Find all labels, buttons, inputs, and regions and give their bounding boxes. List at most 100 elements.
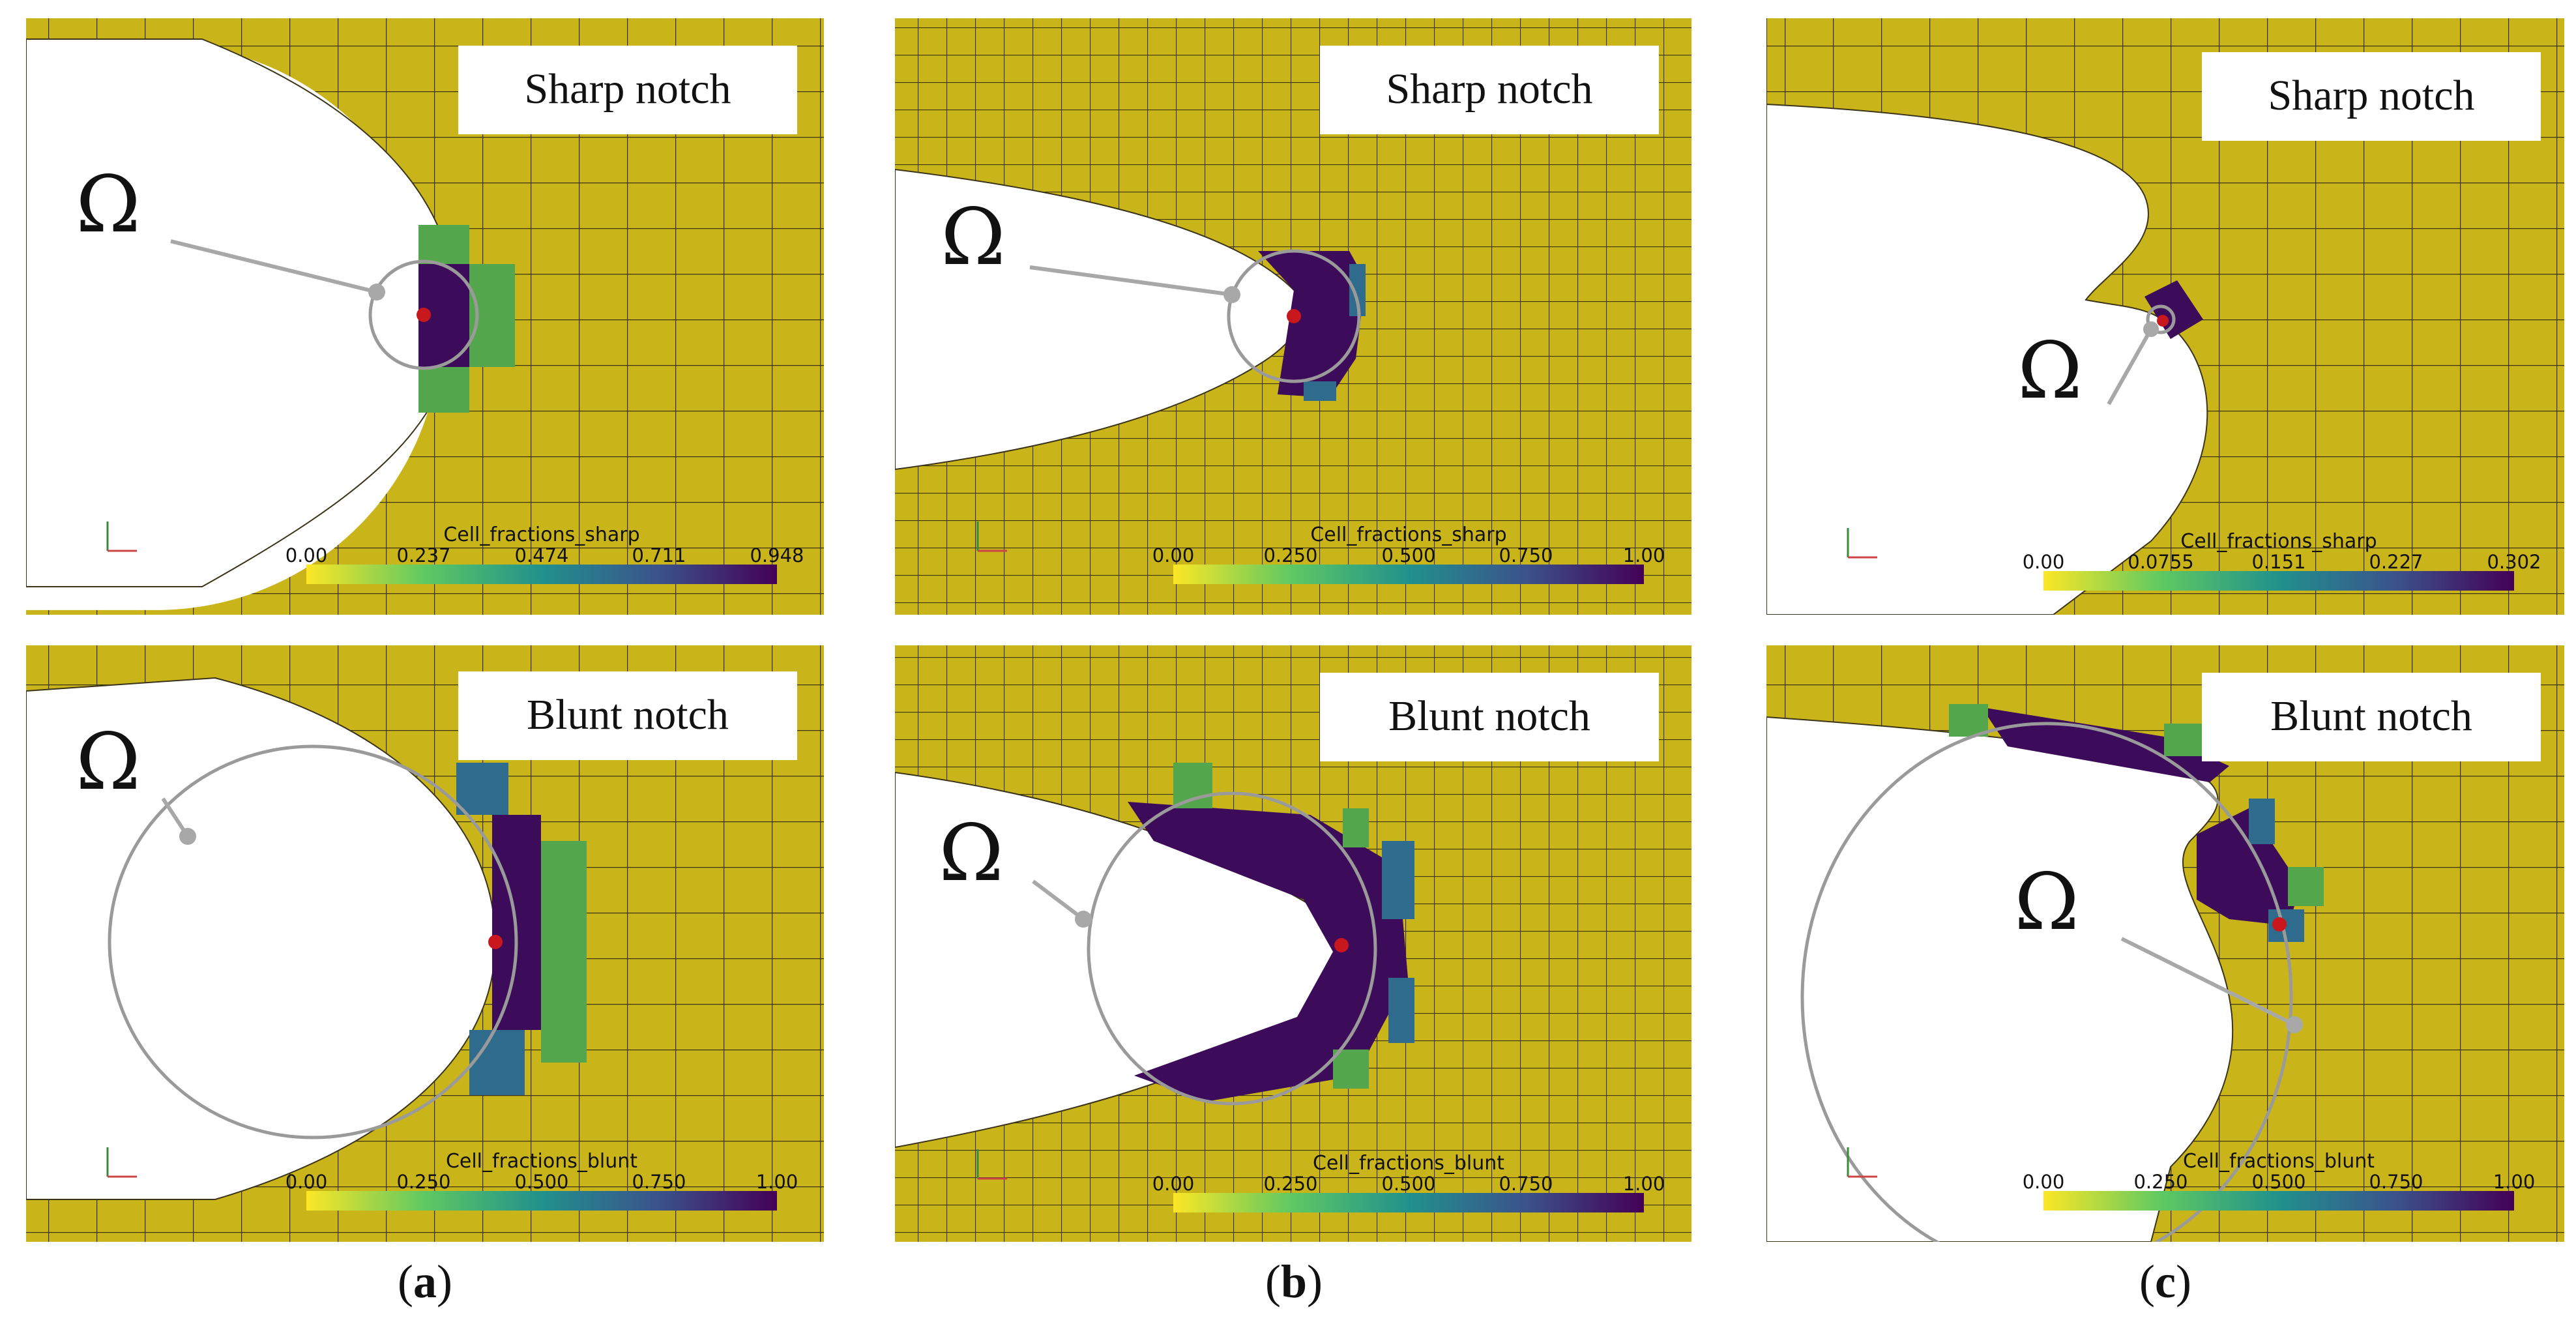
colorbar-tick: 0.250: [2133, 1171, 2188, 1193]
title-box: [458, 671, 797, 760]
cell-mid: [1382, 841, 1414, 919]
omega-anchor: [2286, 1016, 2303, 1033]
cell-mid: [469, 1030, 525, 1095]
colorbar-tick: 0.250: [1263, 1173, 1317, 1195]
omega-anchor: [179, 828, 196, 845]
colorbar-b-sharp: Cell_fractions_sharp 0.00 0.250 0.500 0.…: [1152, 523, 1665, 584]
title-box: [1320, 673, 1659, 761]
colorbar-tick: 0.474: [514, 544, 568, 566]
notch-tip-marker: [1287, 309, 1301, 323]
cell-low: [2288, 867, 2324, 906]
omega-circle: [1227, 249, 1361, 383]
colorbar-tick: 0.500: [1381, 1173, 1435, 1195]
colorbar-label: Cell_fractions_sharp: [2180, 530, 2377, 553]
panel-title: Sharp notch: [524, 65, 731, 113]
colorbar-gradient: [1173, 565, 1644, 584]
colorbar-gradient: [1173, 1193, 1644, 1212]
colorbar-tick: 0.237: [396, 544, 450, 566]
colorbar-gradient: [306, 565, 777, 584]
omega-anchor: [2143, 321, 2159, 337]
omega-symbol: Ω: [939, 808, 1004, 899]
panel-title: Blunt notch: [527, 691, 729, 739]
omega-anchor: [1223, 286, 1240, 303]
cell-mid: [1388, 978, 1414, 1043]
panel-title: Sharp notch: [1386, 65, 1592, 113]
colorbar-tick: 0.500: [1381, 544, 1435, 566]
cell-low: [1173, 763, 1212, 808]
cell-low: [2164, 724, 2203, 756]
colorbar-gradient: [306, 1191, 777, 1211]
omega-circle: [1800, 722, 2293, 1242]
cell-low: [418, 367, 469, 413]
colorbar-gradient: [2043, 1191, 2514, 1211]
colorbar-label: Cell_fractions_blunt: [2183, 1150, 2375, 1173]
title-box: [2202, 52, 2541, 141]
omega-symbol: Ω: [941, 192, 1006, 283]
cell-full: [1128, 802, 1408, 1102]
colorbar-tick: 1.00: [1623, 1173, 1665, 1195]
omega-symbol: Ω: [2017, 326, 2083, 417]
omega-leader: [2107, 328, 2153, 405]
colorbar-tick: 0.948: [750, 544, 804, 566]
panel-title: Sharp notch: [2268, 72, 2474, 119]
colorbar-tick: 0.00: [1152, 544, 1195, 566]
colorbar-tick: 0.00: [2023, 1171, 2065, 1193]
colorbar-tick: 1.00: [1623, 544, 1665, 566]
notch-tip-marker: [488, 935, 503, 949]
colorbar-tick: 0.250: [396, 1171, 450, 1193]
omega-symbol: Ω: [2014, 857, 2079, 948]
cell-low: [541, 841, 587, 1063]
colorbar-tick: 0.711: [632, 544, 686, 566]
colorbar-label: Cell_fractions_blunt: [1313, 1152, 1504, 1175]
omega-symbol: Ω: [76, 717, 141, 808]
colorbar-tick: 0.500: [2251, 1171, 2305, 1193]
colorbar-tick: 0.00: [285, 1171, 328, 1193]
colorbar-label: Cell_fractions_sharp: [443, 523, 639, 546]
title-box: [2202, 673, 2541, 761]
omega-anchor: [1075, 911, 1092, 928]
omega-circle: [2146, 304, 2176, 334]
notch-tip-marker: [2157, 315, 2169, 327]
panel-title: Blunt notch: [2270, 692, 2472, 740]
colorbar-tick: 0.750: [1499, 544, 1553, 566]
cell-low: [418, 225, 469, 264]
colorbar-tick: 1.00: [756, 1171, 798, 1193]
omega-leader: [1029, 265, 1233, 297]
caption-c: (c): [2139, 1256, 2191, 1308]
notch-tip-marker: [1334, 938, 1349, 952]
caption-a: (a): [398, 1256, 452, 1308]
notch-hole: [1766, 716, 2234, 1242]
colorbar-tick: 0.500: [514, 1171, 568, 1193]
colorbar-label: Cell_fractions_blunt: [446, 1150, 637, 1173]
omega-anchor: [368, 284, 385, 301]
panel-a-blunt: [26, 645, 824, 1242]
colorbar-a-blunt: Cell_fractions_blunt 0.00 0.250 0.500 0.…: [285, 1150, 798, 1211]
omega-circle: [1087, 791, 1377, 1106]
colorbar-c-sharp: Cell_fractions_sharp 0.00 0.0755 0.151 0…: [2023, 530, 2541, 591]
notch-tip-marker: [2272, 917, 2287, 932]
title-box: [458, 46, 797, 134]
panel-title: Blunt notch: [1388, 692, 1590, 740]
colorbar-c-blunt: Cell_fractions_blunt 0.00 0.250 0.500 0.…: [2023, 1150, 2536, 1211]
caption-b: (b): [1265, 1256, 1323, 1308]
colorbar-tick: 0.00: [2023, 551, 2065, 573]
colorbar-gradient: [2043, 571, 2514, 591]
omega-leader: [2120, 937, 2296, 1027]
cell-full: [1258, 251, 1366, 398]
colorbar-a-sharp: Cell_fractions_sharp 0.00 0.237 0.474 0.…: [285, 523, 804, 584]
notch-tip-marker: [417, 308, 431, 322]
colorbar-tick: 0.250: [1263, 544, 1317, 566]
omega-circle: [368, 259, 479, 370]
omega-leader: [1032, 879, 1085, 921]
colorbar-tick: 0.00: [1152, 1173, 1195, 1195]
colorbar-label: Cell_fractions_sharp: [1310, 523, 1506, 546]
colorbar-tick: 1.00: [2493, 1171, 2536, 1193]
colorbar-tick: 0.302: [2487, 551, 2541, 573]
title-box: [1320, 46, 1659, 134]
cell-mid: [2249, 799, 2275, 844]
omega-circle: [108, 744, 518, 1139]
cell-low: [1949, 704, 1988, 737]
colorbar-b-blunt: Cell_fractions_blunt 0.00 0.250 0.500 0.…: [1152, 1152, 1665, 1212]
colorbar-tick: 0.00: [285, 544, 328, 566]
